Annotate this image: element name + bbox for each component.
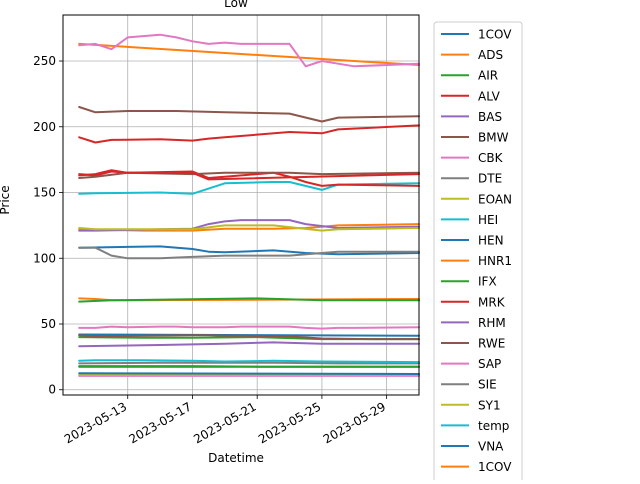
legend-label: VNA — [478, 440, 504, 454]
y-tick-label: 150 — [33, 186, 56, 200]
legend-label: EOAN — [478, 192, 512, 206]
y-tick-label: 50 — [41, 317, 56, 331]
legend-label: SY1 — [478, 398, 501, 412]
series-line-4 — [79, 342, 419, 346]
legend-label: 1COV — [478, 28, 512, 42]
overlay-line-1 — [79, 366, 419, 367]
legend-label: HNR1 — [478, 254, 512, 268]
legend-label: HEI — [478, 213, 498, 227]
chart-title: Low — [224, 0, 248, 10]
series-line-16 — [79, 327, 419, 329]
legend-label: temp — [478, 419, 509, 433]
legend-label: HEN — [478, 234, 504, 248]
y-tick-label: 250 — [33, 54, 56, 68]
legend-label: ADS — [478, 48, 503, 62]
series-line-9 — [79, 182, 419, 194]
legend-label: ALV — [478, 89, 501, 103]
y-axis-ticks: 0 50 100 150 200 250 — [33, 54, 63, 397]
legend-label: RHM — [478, 316, 506, 330]
legend: 1COV ADS AIR ALV BAS BMW CBK DTE EOAN HEI HEN HNR1 I… — [434, 22, 522, 480]
x-tick-label: 2023-05-25 — [256, 399, 323, 446]
series-lines — [79, 35, 419, 376]
legend-label: DTE — [478, 172, 502, 186]
overlay-line-2 — [79, 373, 419, 374]
y-axis-label: Price — [0, 185, 12, 214]
legend-label: IFX — [478, 275, 497, 289]
series-line-21 — [79, 44, 419, 65]
x-tick-label: 2023-05-13 — [62, 399, 129, 446]
legend-label: 1COV — [478, 460, 512, 474]
y-tick-label: 200 — [33, 120, 56, 134]
series-line-10 — [79, 246, 419, 254]
x-axis-ticks: 2023-05-132023-05-172023-05-212023-05-25… — [62, 395, 388, 446]
x-tick-label: 2023-05-29 — [321, 399, 388, 446]
legend-label: BMW — [478, 131, 509, 145]
legend-label: CBK — [478, 151, 504, 165]
series-line-5 — [79, 107, 419, 122]
y-tick-label: 100 — [33, 251, 56, 265]
x-tick-label: 2023-05-21 — [191, 399, 258, 446]
legend-label: MRK — [478, 295, 506, 309]
legend-label: AIR — [478, 69, 498, 83]
x-tick-label: 2023-05-17 — [127, 399, 194, 446]
series-line-7 — [79, 363, 419, 364]
y-tick-label: 0 — [48, 383, 56, 397]
legend-label: SAP — [478, 357, 501, 371]
legend-label: RWE — [478, 337, 505, 351]
series-line-19 — [79, 360, 419, 362]
legend-label: BAS — [478, 110, 502, 124]
series-line-3 — [79, 125, 419, 142]
x-axis-label: Datetime — [208, 451, 264, 465]
legend-label: SIE — [478, 378, 497, 392]
